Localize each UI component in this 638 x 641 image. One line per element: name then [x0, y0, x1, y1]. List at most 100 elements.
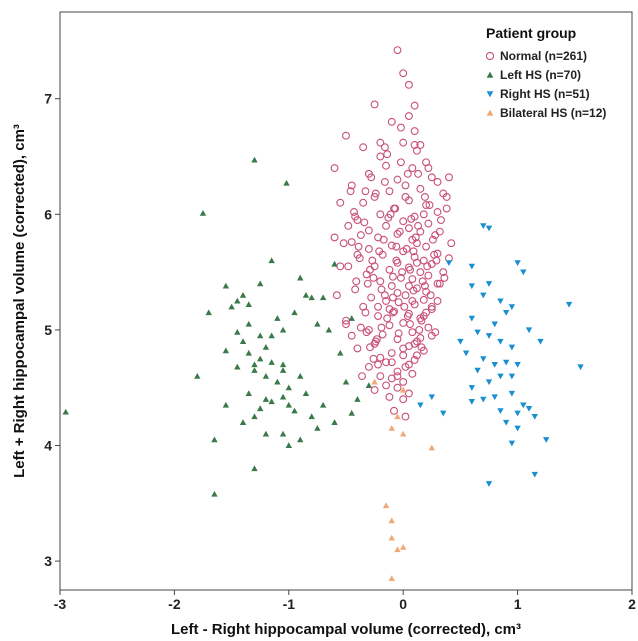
- data-point: [369, 257, 376, 264]
- data-point: [251, 157, 257, 163]
- series-0: [331, 47, 454, 420]
- data-point: [340, 240, 347, 247]
- data-point: [354, 396, 360, 402]
- data-point: [526, 406, 532, 412]
- data-point: [280, 431, 286, 437]
- data-point: [383, 222, 390, 229]
- data-point: [246, 301, 252, 307]
- data-point: [246, 390, 252, 396]
- data-point: [359, 373, 366, 380]
- data-point: [406, 225, 413, 232]
- data-point: [409, 276, 416, 283]
- data-point: [509, 391, 515, 397]
- data-point: [263, 396, 269, 402]
- data-point: [402, 292, 409, 299]
- data-point: [417, 269, 424, 276]
- y-axis: 34567: [44, 91, 60, 569]
- series-2: [417, 223, 584, 487]
- data-point: [406, 81, 413, 88]
- data-point: [378, 324, 385, 331]
- data-point: [337, 350, 343, 356]
- data-point: [383, 162, 390, 169]
- data-point: [381, 144, 388, 151]
- data-point: [345, 222, 352, 229]
- data-point: [320, 402, 326, 408]
- data-point: [386, 322, 393, 329]
- data-point: [367, 266, 374, 273]
- data-point: [389, 425, 395, 431]
- data-point: [364, 280, 371, 287]
- data-point: [380, 236, 387, 243]
- data-point: [474, 368, 480, 374]
- data-point: [343, 132, 350, 139]
- data-point: [503, 420, 509, 426]
- data-point: [337, 199, 344, 206]
- data-point: [497, 408, 503, 414]
- data-point: [509, 304, 515, 310]
- data-point: [509, 345, 515, 351]
- data-point: [291, 309, 297, 315]
- data-point: [223, 348, 229, 354]
- data-point: [427, 292, 434, 299]
- data-point: [394, 546, 400, 552]
- data-point: [400, 218, 407, 225]
- data-point: [402, 182, 409, 189]
- data-point: [194, 373, 200, 379]
- data-point: [280, 367, 286, 373]
- data-point: [263, 373, 269, 379]
- data-point: [537, 339, 543, 345]
- data-point: [246, 321, 252, 327]
- data-point: [434, 209, 441, 216]
- data-point: [381, 179, 388, 186]
- data-point: [348, 332, 355, 339]
- data-point: [257, 356, 263, 362]
- data-point: [351, 209, 358, 216]
- data-point: [457, 339, 463, 345]
- y-tick-label: 7: [44, 91, 52, 107]
- data-point: [414, 259, 421, 266]
- x-tick-label: 2: [628, 596, 636, 612]
- data-point: [390, 273, 397, 280]
- data-point: [409, 370, 416, 377]
- data-point: [400, 139, 407, 146]
- data-point: [429, 394, 435, 400]
- y-tick-label: 4: [44, 438, 52, 454]
- data-point: [388, 350, 395, 357]
- data-point: [433, 257, 440, 264]
- data-point: [448, 240, 455, 247]
- data-point: [480, 356, 486, 362]
- data-point: [370, 355, 377, 362]
- data-point: [268, 398, 274, 404]
- data-point: [297, 275, 303, 281]
- data-point: [377, 211, 384, 218]
- data-point: [398, 159, 405, 166]
- data-point: [370, 274, 377, 281]
- data-point: [446, 174, 453, 181]
- data-point: [394, 47, 401, 54]
- data-point: [280, 327, 286, 333]
- data-point: [308, 294, 314, 300]
- data-point: [389, 575, 395, 581]
- data-point: [371, 387, 378, 394]
- data-point: [333, 292, 340, 299]
- data-point: [400, 379, 407, 386]
- data-point: [308, 413, 314, 419]
- data-point: [393, 257, 400, 264]
- data-point: [497, 374, 503, 380]
- data-point: [379, 331, 386, 338]
- data-point: [283, 180, 289, 186]
- data-point: [383, 502, 389, 508]
- data-point: [394, 384, 401, 391]
- data-point: [303, 390, 309, 396]
- data-point: [206, 309, 212, 315]
- data-point: [532, 414, 538, 420]
- data-point: [402, 413, 409, 420]
- data-point: [514, 362, 520, 368]
- data-point: [367, 344, 374, 351]
- data-point: [286, 385, 292, 391]
- data-point: [246, 350, 252, 356]
- data-point: [469, 385, 475, 391]
- data-point: [357, 232, 364, 239]
- data-point: [400, 345, 407, 352]
- data-point: [368, 294, 375, 301]
